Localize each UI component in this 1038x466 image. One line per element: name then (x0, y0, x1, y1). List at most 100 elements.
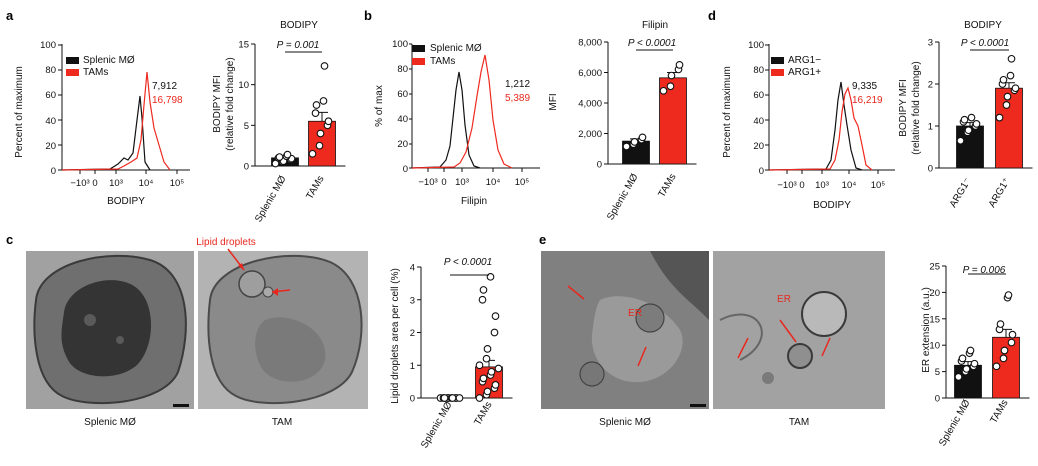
histogram-b-curve-splenic (411, 71, 481, 169)
data-point (1007, 54, 1016, 63)
ytick: 20 (45, 141, 56, 152)
bar-b-title: Filipin (642, 20, 668, 31)
histogram-d-curve-arg1-pos (768, 86, 873, 171)
data-point (966, 346, 975, 355)
data-point (1003, 92, 1012, 101)
xtick: 10⁵ (515, 177, 530, 188)
xtick: −10³ (70, 178, 89, 189)
legend-swatch-red (412, 58, 425, 65)
bar (995, 87, 1023, 169)
ytick: 80 (753, 65, 764, 76)
arrow-icon (737, 337, 749, 359)
arrow-icon (779, 319, 797, 343)
bar-e-ylabel: ER extension (a.u.) (921, 287, 932, 373)
data-point (316, 129, 325, 138)
bar-d-category-1: ARG1⁺ (987, 176, 1013, 210)
data-point (275, 153, 284, 161)
legend-label-a-1: TAMs (83, 67, 108, 78)
value-black-a: 7,912 (152, 81, 177, 92)
data-point (475, 361, 484, 370)
xtick: 10⁴ (842, 180, 857, 191)
ytick-label: 4,000 (578, 99, 602, 110)
bar-c-category-0: Splenic MØ (419, 400, 454, 450)
bar-d-ylabel2: (relative fold change) (911, 61, 922, 154)
histogram-a-yticks: 0 20 40 60 80 100 (40, 40, 56, 177)
lipid-droplet (238, 270, 266, 298)
em-c-caption-1: TAM (272, 417, 292, 428)
data-point (315, 141, 324, 150)
bar-a-title: BODIPY (280, 20, 318, 31)
data-point (479, 374, 488, 383)
ytick-label: 3 (410, 295, 415, 306)
xtick: 10⁵ (871, 180, 886, 191)
data-point (1008, 330, 1017, 339)
ytick-label: 3 (928, 38, 933, 49)
histogram-a-ylabel: Percent of maximum (14, 66, 25, 158)
bar-chart-b: Filipin MFI 0 2,000 4,000 6,000 8,000 P < 0.… (548, 20, 697, 222)
bar-a-category-1: TAMs (304, 174, 326, 201)
data-point (311, 109, 320, 117)
ytick-label: 10 (238, 80, 249, 91)
bar-chart-e: ER extension (a.u.) 0 5 10 15 20 25 P = 0.006… (921, 262, 1030, 448)
scale-bar (173, 404, 189, 407)
xtick: −10³ (777, 180, 796, 191)
data-point (995, 113, 1004, 122)
value-red-b: 5,389 (505, 93, 530, 104)
bar-c-pvalue: P < 0.0001 (444, 257, 492, 268)
arrow-icon (567, 285, 585, 300)
legend-swatch-black (66, 57, 79, 64)
legend-label-d-0: ARG1− (788, 55, 821, 66)
xtick: 10⁴ (139, 178, 154, 189)
data-point (483, 387, 492, 396)
value-red-a: 16,798 (152, 95, 183, 106)
ytick-label: 4 (410, 263, 415, 274)
data-point (1002, 101, 1011, 109)
data-point (1000, 346, 1009, 355)
ytick: 80 (45, 65, 56, 76)
ytick-label: 15 (929, 314, 940, 325)
ytick: 100 (392, 39, 408, 50)
data-point (483, 345, 492, 353)
bar-c-ylabel: Lipid droplets area per cell (%) (390, 268, 401, 404)
data-point (283, 150, 292, 159)
data-point (638, 133, 647, 142)
data-point (487, 367, 496, 376)
bar-b-ylabel: MFI (548, 93, 559, 110)
data-point (308, 149, 317, 158)
xtick: 10³ (109, 178, 123, 189)
value-black-d: 9,335 (852, 81, 877, 92)
data-point (964, 126, 973, 135)
legend-label-d-1: ARG1+ (788, 67, 821, 78)
bar-a-pvalue: P = 0.001 (277, 40, 320, 51)
data-point (962, 365, 971, 373)
data-point (491, 381, 500, 389)
data-point (475, 394, 484, 402)
ytick: 20 (753, 141, 764, 152)
data-point (992, 362, 1001, 371)
ytick-label: 0 (597, 160, 602, 171)
value-black-b: 1,212 (505, 79, 530, 90)
bar-d-pvalue: P < 0.0001 (961, 38, 1009, 49)
bar-c-category-1: TAMs (472, 400, 494, 427)
legend-label-b-0: Splenic MØ (430, 43, 482, 54)
bar-d-category-0: ARG1⁻ (948, 176, 974, 210)
histogram-b: % of max 0 20 40 60 80 100 −10³ 0 10³ 10… (374, 39, 540, 207)
lipid-droplets-annotation: Lipid droplets (196, 237, 255, 248)
ytick-label: 2 (410, 328, 415, 339)
bar-chart-a: BODIPY BODIPY MFI (relative fold change)… (212, 20, 346, 224)
ytick: 40 (753, 116, 764, 127)
data-point (491, 312, 500, 320)
em-c-caption-0: Splenic MØ (84, 417, 136, 428)
data-point (996, 320, 1005, 328)
ytick-label: 6,000 (578, 68, 602, 79)
ytick-label: 0 (935, 394, 940, 405)
histogram-b-xticks: −10³ 0 10³ 10⁴ 10⁵ (418, 177, 529, 188)
legend-swatch-black (771, 57, 784, 64)
ytick-label: 5 (244, 121, 249, 132)
legend-swatch-red (66, 69, 79, 76)
ytick-label: 8,000 (578, 38, 602, 49)
data-point (320, 62, 329, 70)
bar-a-ylabel2: (relative fold change) (225, 57, 236, 150)
arrow-icon (821, 337, 831, 357)
